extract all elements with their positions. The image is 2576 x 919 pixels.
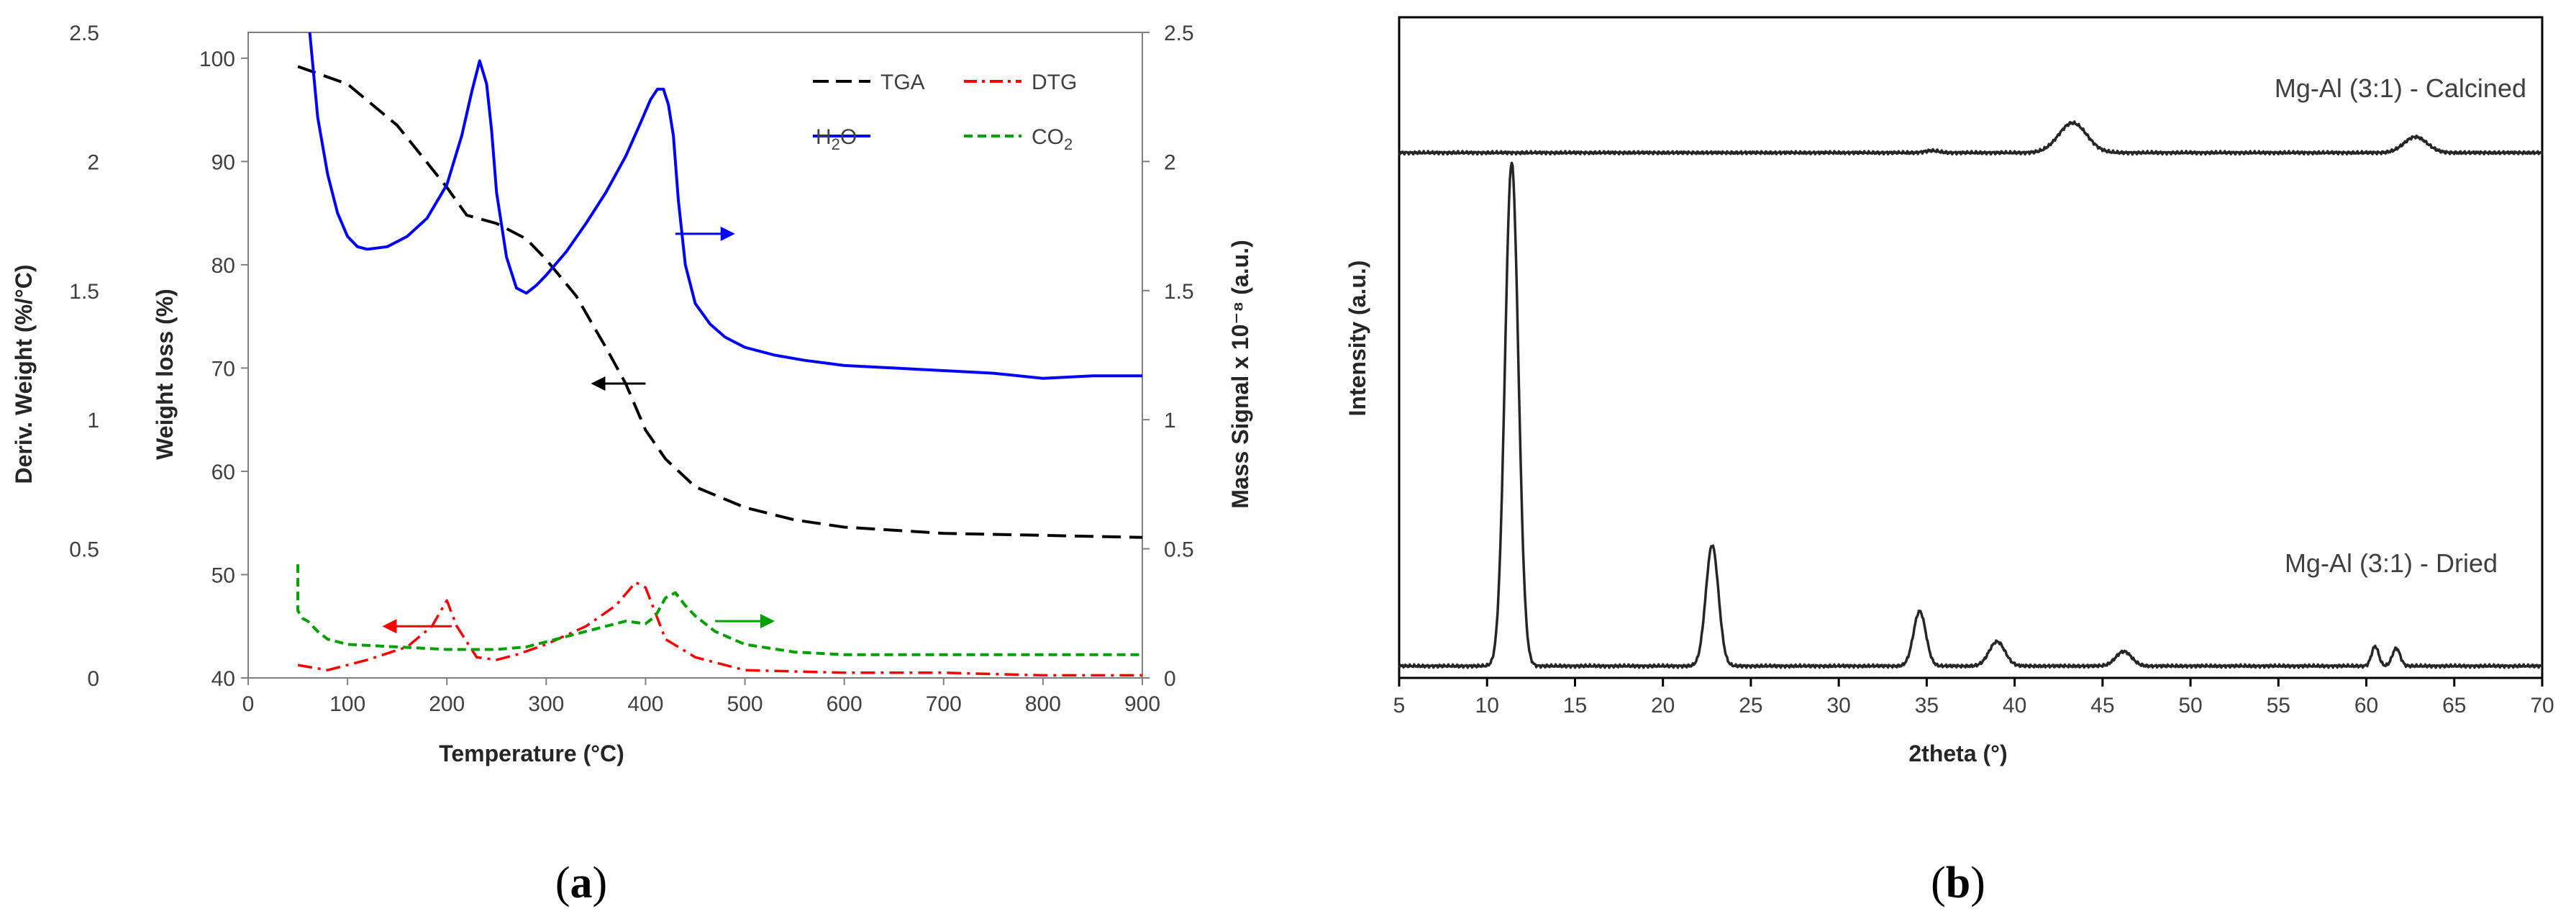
chart-a-x-axis-label: Temperature (°C) xyxy=(439,741,624,766)
chart-a-ticks: 0 100 200 300 400 500 600 700 800 900405060708090… xyxy=(69,22,1193,716)
chart-a-legend: TGA DTG H2O CO2 xyxy=(813,71,1077,153)
series-line-dried xyxy=(1398,161,2543,669)
series-line-dtg xyxy=(297,581,1142,677)
chart-a-series xyxy=(296,32,1143,677)
mass-tick-label: 2 xyxy=(1164,150,1176,174)
y-tick-label: 90 xyxy=(211,150,235,174)
arrow-head xyxy=(720,226,735,241)
arrow-co2 xyxy=(715,614,775,629)
x-tick-label: 45 xyxy=(2090,694,2114,717)
x-tick-label: 500 xyxy=(727,692,763,716)
x-tick-label: 5 xyxy=(1393,694,1406,717)
panel-label-b: (b) xyxy=(1931,859,1985,907)
x-tick-label: 50 xyxy=(2178,694,2202,717)
x-tick-label: 300 xyxy=(528,692,564,716)
series-line-tga xyxy=(297,65,1143,539)
series-line-co2 xyxy=(296,564,1142,656)
chart-b-series xyxy=(1398,120,2544,669)
legend-tga-label: TGA xyxy=(880,71,925,94)
chart-a-y-axis-label: Weight loss (%) xyxy=(152,289,178,460)
x-tick-label: 15 xyxy=(1563,694,1587,717)
chart-a-arrows xyxy=(382,226,775,634)
mass-tick-label: 0 xyxy=(1164,667,1176,691)
chart-a-mass-axis-label: Mass Signal x 10⁻⁸ (a.u.) xyxy=(1227,240,1253,508)
arrow-head xyxy=(382,619,397,634)
chart-b-frame xyxy=(1398,16,2544,679)
chart-b-plot-area xyxy=(1398,16,2544,679)
mass-tick-label: 2.5 xyxy=(1164,22,1194,45)
chart-b: 5 10 15 20 25 30 35 40 45 50 55 60 65 70 2theta (°) I… xyxy=(1344,16,2554,907)
deriv-tick-label: 1 xyxy=(87,409,99,433)
arrow-head xyxy=(591,376,606,391)
x-tick-label: 200 xyxy=(429,692,465,716)
deriv-tick-label: 1.5 xyxy=(69,280,99,304)
legend-h2o-label: H2O xyxy=(816,125,857,153)
x-tick-label: 100 xyxy=(329,692,365,716)
mass-tick-label: 1.5 xyxy=(1164,280,1194,304)
deriv-tick-label: 2.5 xyxy=(69,22,99,45)
panel-label-a: (a) xyxy=(555,859,607,907)
y-tick-label: 50 xyxy=(211,563,235,587)
chart-a-deriv-axis-label: Deriv. Weight (%/°C) xyxy=(11,265,37,484)
y-tick-label: 70 xyxy=(211,357,235,381)
mass-tick-label: 0.5 xyxy=(1164,538,1194,562)
x-tick-label: 0 xyxy=(242,692,255,716)
y-tick-label: 60 xyxy=(211,461,235,484)
x-tick-label: 65 xyxy=(2442,694,2466,717)
y-tick-label: 80 xyxy=(211,254,235,278)
series-line-h2o xyxy=(308,32,1142,380)
x-tick-label: 30 xyxy=(1826,694,1850,717)
x-tick-label: 60 xyxy=(2354,694,2378,717)
mass-tick-label: 1 xyxy=(1164,409,1176,433)
deriv-tick-label: 0.5 xyxy=(69,538,99,562)
series-label-calcined: Mg-Al (3:1) - Calcined xyxy=(2275,73,2526,103)
legend-co2-label: CO2 xyxy=(1032,125,1073,153)
series-label-dried: Mg-Al (3:1) - Dried xyxy=(2285,548,2498,578)
y-tick-label: 100 xyxy=(199,47,235,71)
chart-a: 0 100 200 300 400 500 600 700 800 900405060708090… xyxy=(11,22,1253,907)
arrow-dtg xyxy=(382,619,452,634)
x-tick-label: 25 xyxy=(1739,694,1762,717)
legend-dtg-label: DTG xyxy=(1032,71,1077,94)
x-tick-label: 70 xyxy=(2530,694,2554,717)
deriv-tick-label: 0 xyxy=(87,667,99,691)
x-tick-label: 600 xyxy=(827,692,863,716)
x-tick-label: 700 xyxy=(926,692,962,716)
x-tick-label: 900 xyxy=(1124,692,1160,716)
chart-b-y-axis-label: Intensity (a.u.) xyxy=(1344,261,1370,417)
arrow-head xyxy=(760,614,775,629)
arrow-h2o xyxy=(675,226,735,241)
x-tick-label: 800 xyxy=(1025,692,1061,716)
chart-b-x-axis-label: 2theta (°) xyxy=(1908,741,2007,766)
x-tick-label: 55 xyxy=(2267,694,2290,717)
x-tick-label: 400 xyxy=(627,692,663,716)
arrow-tga xyxy=(591,376,646,391)
deriv-tick-label: 2 xyxy=(87,150,99,174)
x-tick-label: 20 xyxy=(1651,694,1675,717)
series-line-calcined xyxy=(1398,120,2544,156)
x-tick-label: 35 xyxy=(1915,694,1939,717)
chart-a-plot-area xyxy=(247,32,1143,679)
x-tick-label: 40 xyxy=(2003,694,2026,717)
chart-b-ticks: 5 10 15 20 25 30 35 40 45 50 55 60 65 70 xyxy=(1393,678,2554,717)
x-tick-label: 10 xyxy=(1475,694,1499,717)
y-tick-label: 40 xyxy=(211,667,235,691)
chart-a-frame xyxy=(247,32,1143,679)
